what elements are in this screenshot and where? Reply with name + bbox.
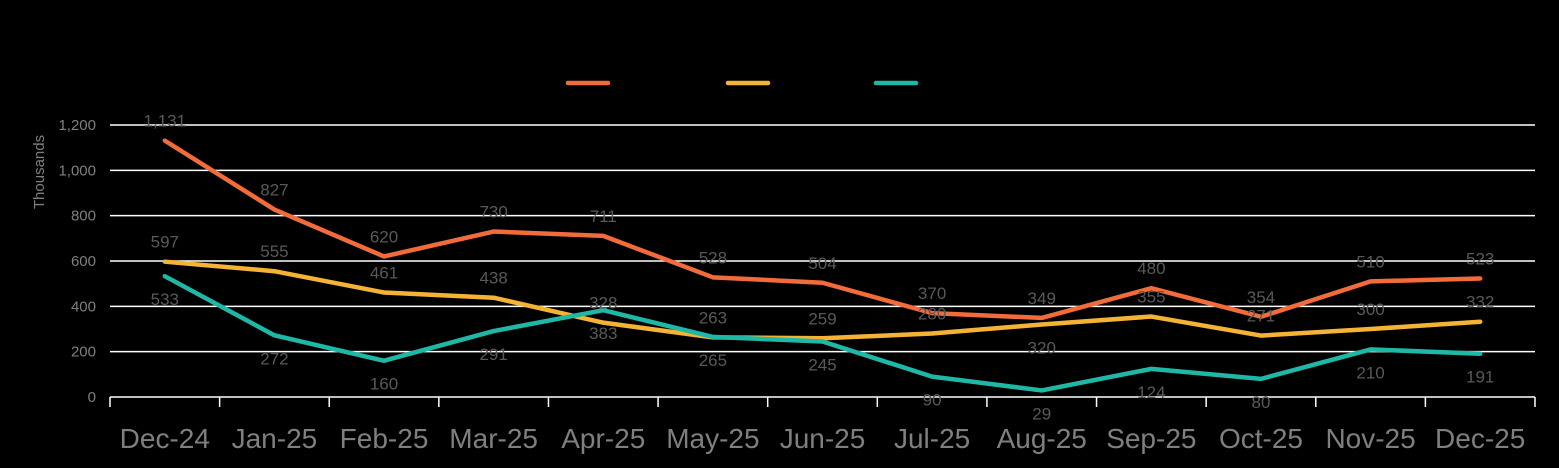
data-label: 263: [699, 308, 727, 327]
data-label: 354: [1247, 288, 1275, 307]
data-label: 80: [1252, 393, 1271, 412]
y-tick-label: 800: [71, 208, 96, 225]
data-label: 349: [1028, 289, 1056, 308]
x-tick-label: May-25: [666, 423, 759, 454]
x-tick-label: Feb-25: [340, 423, 429, 454]
data-label: 265: [699, 351, 727, 370]
data-label: 332: [1466, 293, 1494, 312]
data-label: 523: [1466, 249, 1494, 268]
x-tick-label: Mar-25: [449, 423, 538, 454]
series-line-1: [162, 138, 1483, 321]
data-label: 124: [1137, 383, 1165, 402]
x-tick-label: Jul-25: [894, 423, 970, 454]
data-label: 280: [918, 305, 946, 324]
data-label: 245: [808, 355, 836, 374]
data-label: 355: [1137, 288, 1165, 307]
data-label: 555: [260, 242, 288, 261]
data-label: 504: [808, 254, 836, 273]
y-tick-label: 0: [88, 389, 96, 406]
y-axis-ticks: 0 200 400 600 800 1,000 1,200: [58, 117, 96, 406]
series-line-3: [162, 273, 1483, 393]
x-tick-label: Jun-25: [780, 423, 866, 454]
data-label: 510: [1356, 252, 1384, 271]
data-label: 191: [1466, 368, 1494, 387]
x-tick-label: Dec-24: [120, 423, 210, 454]
y-tick-label: 1,000: [58, 162, 96, 179]
y-tick-label: 600: [71, 253, 96, 270]
data-label: 533: [151, 290, 179, 309]
y-tick-label: 400: [71, 298, 96, 315]
data-label: 711: [590, 207, 617, 226]
data-label: 291: [479, 345, 507, 364]
data-label: 320: [1028, 338, 1056, 357]
data-label: 272: [260, 349, 288, 368]
x-tick-label: Jan-25: [232, 423, 318, 454]
data-label: 620: [370, 227, 398, 246]
data-labels: 1,131 827 620 730 711 528 504 370 349 480 354 510 52…: [144, 112, 1495, 424]
y-axis-label: Thousands: [31, 135, 48, 209]
data-label: 160: [370, 375, 398, 394]
x-tick-label: Sep-25: [1106, 423, 1196, 454]
data-label: 480: [1137, 259, 1165, 278]
data-label: 300: [1356, 300, 1384, 319]
data-label: 328: [589, 294, 617, 313]
x-tick-label: Aug-25: [997, 423, 1087, 454]
data-label: 259: [808, 309, 836, 328]
data-label: 461: [370, 264, 398, 283]
data-label: 210: [1356, 363, 1384, 382]
x-tick-label: Oct-25: [1219, 423, 1303, 454]
x-tick-label: Apr-25: [561, 423, 645, 454]
y-tick-label: 1,200: [58, 117, 96, 134]
data-label: 730: [479, 203, 507, 222]
series-lines: [162, 138, 1483, 393]
data-label: 528: [699, 248, 727, 267]
y-tick-label: 200: [71, 344, 96, 361]
series-line-2: [162, 259, 1483, 341]
data-label: 90: [923, 391, 942, 410]
x-axis: Dec-24 Jan-25 Feb-25 Mar-25 Apr-25 May-25 Jun-…: [109, 396, 1536, 454]
data-label: 383: [589, 324, 617, 343]
x-tick-label: Dec-25: [1435, 423, 1525, 454]
data-label: 597: [151, 233, 179, 252]
x-tick-label: Nov-25: [1325, 423, 1415, 454]
data-label: 29: [1032, 404, 1051, 423]
data-label: 370: [918, 284, 946, 303]
data-label: 438: [479, 269, 507, 288]
data-label: 827: [260, 181, 288, 200]
data-label: 1,131: [144, 112, 187, 131]
data-label: 271: [1247, 307, 1275, 326]
